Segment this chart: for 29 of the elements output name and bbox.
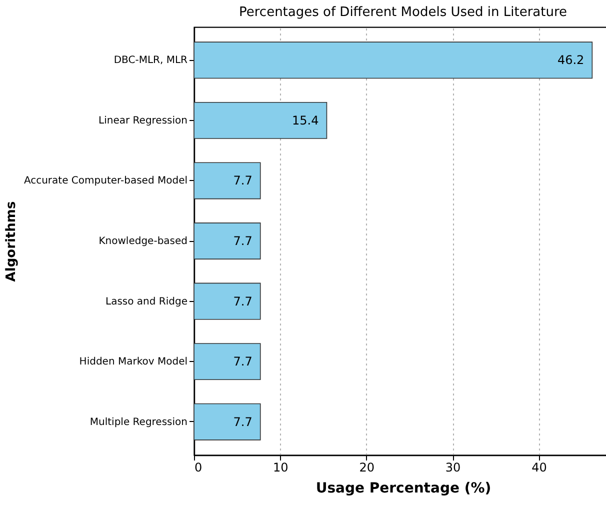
data-label: 15.4 — [292, 113, 319, 128]
x-tick-label: 10 — [273, 460, 288, 474]
data-label: 7.7 — [233, 414, 252, 429]
bar — [194, 403, 261, 440]
bar — [194, 42, 593, 79]
data-label: 7.7 — [233, 294, 252, 308]
y-tick-label: Linear Regression — [98, 115, 188, 126]
y-tick-label: Accurate Computer-based Model — [24, 176, 188, 187]
bar — [194, 222, 261, 260]
bar — [194, 282, 261, 320]
bar — [194, 102, 328, 139]
x-tick-label: 20 — [359, 460, 375, 474]
x-tick-label: 0 — [194, 460, 202, 474]
data-label: 7.7 — [233, 234, 252, 248]
y-axis-title: Algorithms — [4, 201, 19, 282]
y-tick-label: Multiple Regression — [90, 416, 188, 428]
data-label: 7.7 — [233, 354, 252, 369]
bar — [194, 162, 261, 200]
chart-title: Percentages of Different Models Used in Literature — [238, 5, 568, 20]
x-tick-label: 30 — [445, 460, 461, 474]
x-axis-title: Usage Percentage (%) — [316, 480, 492, 496]
y-tick-label: DBC-MLR, MLR — [114, 55, 188, 66]
bar — [194, 343, 261, 380]
y-tick-label: Hidden Markov Model — [79, 356, 188, 368]
y-tick-label: Lasso and Ridge — [106, 296, 188, 308]
data-label: 46.2 — [557, 53, 584, 68]
data-label: 7.7 — [233, 174, 252, 188]
y-tick-label: Knowledge-based — [98, 236, 188, 247]
x-tick-label: 40 — [532, 460, 547, 474]
